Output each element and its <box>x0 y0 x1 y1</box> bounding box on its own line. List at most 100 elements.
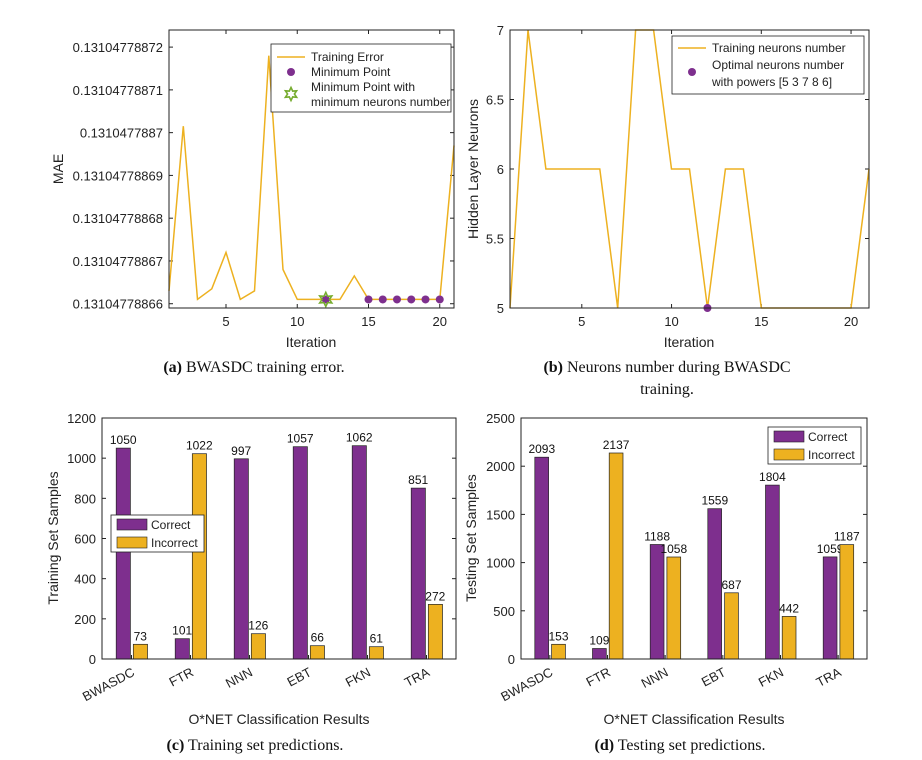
panel-c-data-label: 66 <box>311 631 325 645</box>
panel-d-xtick-label: TRA <box>814 664 844 690</box>
panel-a-xtick-label: 10 <box>290 314 304 329</box>
panel-b-axes-frame <box>509 29 870 309</box>
panel-c-ytick-label: 1000 <box>67 451 96 466</box>
panel-d-testing-predictions: 0 500 1000 1500 2000 2500 BWASDC 2093 153 FTR 109 2… <box>463 411 868 754</box>
panel-c-xlabel: O*NET Classification Results <box>188 711 369 727</box>
panel-a-min-neurons-star <box>318 290 334 309</box>
panel-b-ytick-label: 7 <box>497 23 504 38</box>
panel-c-bar-incorrect <box>132 643 148 660</box>
panel-c-xtick-label: NNN <box>223 664 255 690</box>
panel-a-ytick-label: 0.13104778866 <box>73 297 163 312</box>
panel-c-legend: Correct Incorrect <box>110 514 205 553</box>
panel-c-bar-correct <box>351 445 367 660</box>
panel-d-ytick-label: 0 <box>508 652 515 667</box>
panel-c-bar-incorrect <box>309 645 325 660</box>
panel-b-xlabel: Iteration <box>664 334 715 350</box>
panel-c-bar-correct <box>174 638 190 660</box>
panel-d-bar-correct <box>534 456 549 660</box>
panel-a-legend-entry-2: Minimum Point <box>311 65 391 79</box>
panel-a-ytick-label: 0.13104778868 <box>73 211 163 226</box>
panel-b-xtick-label: 5 <box>578 314 585 329</box>
panel-c-legend-incorrect: Incorrect <box>151 536 198 550</box>
panel-d-legend: Correct Incorrect <box>767 426 862 465</box>
panel-c-bar-incorrect <box>368 646 384 660</box>
panel-c-ytick-label: 1200 <box>67 411 96 426</box>
panel-a-ytick-label: 0.13104778871 <box>73 83 163 98</box>
panel-b-xtick-label: 10 <box>664 314 678 329</box>
panel-c-data-label: 1050 <box>110 433 137 447</box>
panel-d-data-label: 687 <box>721 578 741 592</box>
panel-d-bar-correct <box>592 648 607 660</box>
panel-d-xtick-label: FKN <box>756 664 786 689</box>
panel-b-legend-entry-3: with powers [5 3 7 8 6] <box>711 75 832 89</box>
panel-c-bar-correct <box>292 446 308 660</box>
panel-c-legend-correct: Correct <box>151 518 191 532</box>
panel-c-data-label: 272 <box>425 589 445 603</box>
panel-d-legend-incorrect: Incorrect <box>808 448 855 462</box>
panel-c-ytick-label: 200 <box>74 612 96 627</box>
panel-d-xlabel: O*NET Classification Results <box>603 711 784 727</box>
panel-d-legend-correct: Correct <box>808 430 848 444</box>
panel-a-ytick-label: 0.13104778867 <box>73 254 163 269</box>
panel-d-xtick-label: FTR <box>584 664 613 689</box>
panel-d-ytick-label: 1000 <box>486 556 515 571</box>
panel-a-xtick-label: 20 <box>433 314 447 329</box>
panel-c-data-label: 73 <box>134 629 148 643</box>
panel-a-axes-frame <box>168 29 455 309</box>
panel-c-bar-incorrect <box>250 633 266 660</box>
panel-b-legend-entry-2: Optimal neurons number <box>712 58 844 72</box>
panel-a-xtick-label: 5 <box>222 314 229 329</box>
panel-d-xtick-label: NNN <box>639 664 671 690</box>
panel-a-minimum-point <box>435 295 444 304</box>
panel-c-data-label: 851 <box>408 473 428 487</box>
panel-a-legend: Training Error Minimum Point Minimum Poi… <box>270 43 452 113</box>
panel-d-bar-correct <box>822 556 838 660</box>
panel-a-legend-entry-4: minimum neurons number <box>311 95 450 109</box>
panel-c-xtick-label: FKN <box>343 664 373 689</box>
panel-d-data-label: 1559 <box>701 494 728 508</box>
panel-d-bar-incorrect <box>781 616 797 660</box>
panel-b-ytick-label: 5.5 <box>486 232 504 247</box>
panel-c-data-label: 126 <box>248 619 268 633</box>
panel-d-bar-correct <box>649 544 665 660</box>
panel-a-minimum-point <box>321 295 330 304</box>
panel-b-xtick-label: 20 <box>844 314 858 329</box>
panel-b-xtick-label: 15 <box>754 314 768 329</box>
panel-c-data-label: 1022 <box>186 439 213 453</box>
panel-c-bar-correct <box>410 487 426 660</box>
panel-b-neurons-number: 5 10 15 20 5 5.5 6 6.5 7 Iteration Hidden Layer … <box>465 23 870 398</box>
panel-c-xtick-label: TRA <box>402 664 432 690</box>
panel-d-bar-incorrect <box>666 556 682 660</box>
panel-d-bar-correct <box>707 508 722 660</box>
panel-d-xtick-label: EBT <box>699 664 728 689</box>
panel-d-data-label: 442 <box>779 601 799 615</box>
panel-c-caption: (c) Training set predictions. <box>167 737 344 754</box>
panel-a-caption: (a) BWASDC training error. <box>163 359 344 376</box>
panel-c-xtick-label: EBT <box>285 664 314 689</box>
panel-c-bar-incorrect <box>191 453 207 660</box>
panel-d-ytick-label: 2000 <box>486 459 515 474</box>
panel-a-ytick-label: 0.13104778869 <box>73 168 163 183</box>
panel-a-xlabel: Iteration <box>286 334 337 350</box>
panel-b-caption: (b) Neurons number during BWASDC <box>543 359 790 376</box>
panel-a-training-error: 5 10 15 20 0.13104778866 0.13104778867 0.13104… <box>50 29 455 376</box>
panel-d-data-label: 1187 <box>834 530 860 544</box>
panel-d-bar-correct <box>765 484 780 660</box>
panel-c-axes-frame <box>101 417 457 660</box>
panel-b-ytick-label: 6 <box>497 162 504 177</box>
panel-c-xtick-label: BWASDC <box>80 664 137 704</box>
panel-d-data-label: 1059 <box>817 542 844 556</box>
panel-d-xtick-label: BWASDC <box>498 664 555 704</box>
panel-c-data-label: 997 <box>231 444 251 458</box>
panel-d-axes-frame <box>520 417 868 660</box>
panel-d-ytick-label: 1500 <box>486 507 515 522</box>
panel-d-bar-incorrect <box>551 643 566 660</box>
panel-b-caption-line2: training. <box>640 381 694 398</box>
panel-d-bar-incorrect <box>724 592 739 660</box>
panel-c-bar-incorrect <box>427 604 443 660</box>
panel-c-data-label: 1057 <box>287 432 314 446</box>
panel-a-minimum-point <box>364 295 373 304</box>
panel-c-ytick-label: 0 <box>89 652 96 667</box>
panel-a-minimum-point <box>393 295 401 304</box>
